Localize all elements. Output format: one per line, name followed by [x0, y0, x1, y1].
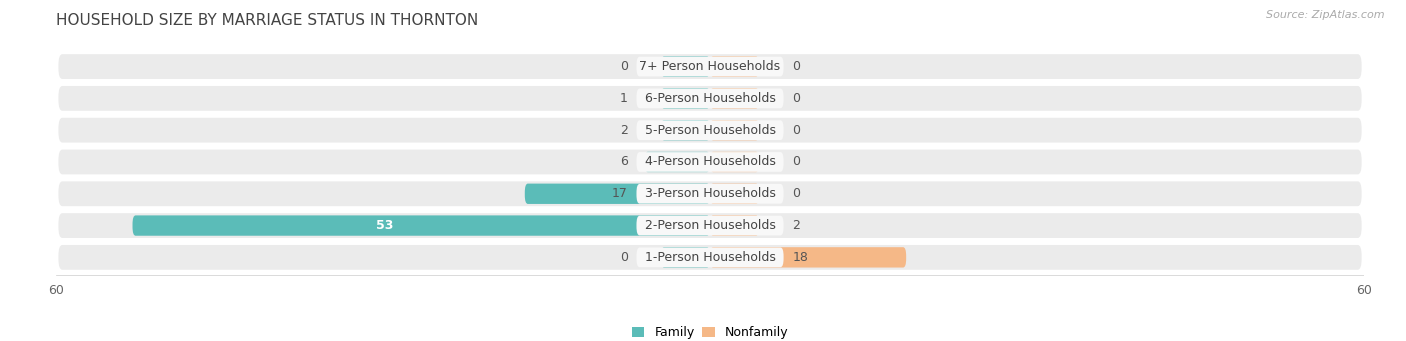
FancyBboxPatch shape: [710, 120, 759, 140]
Text: 0: 0: [793, 92, 800, 105]
Text: 6: 6: [620, 155, 627, 168]
Text: 2-Person Households: 2-Person Households: [644, 219, 776, 232]
Text: 3-Person Households: 3-Person Households: [644, 187, 776, 200]
FancyBboxPatch shape: [637, 57, 783, 76]
FancyBboxPatch shape: [637, 216, 783, 235]
Text: 1: 1: [620, 92, 627, 105]
Text: 2: 2: [620, 124, 627, 137]
Text: 17: 17: [612, 187, 627, 200]
Text: 0: 0: [793, 60, 800, 73]
Text: 0: 0: [620, 60, 627, 73]
Text: 4-Person Households: 4-Person Households: [644, 155, 776, 168]
FancyBboxPatch shape: [710, 183, 759, 204]
Text: 53: 53: [375, 219, 394, 232]
FancyBboxPatch shape: [524, 183, 710, 204]
Legend: Family, Nonfamily: Family, Nonfamily: [631, 326, 789, 339]
FancyBboxPatch shape: [637, 89, 783, 108]
FancyBboxPatch shape: [59, 118, 1361, 143]
Text: 6-Person Households: 6-Person Households: [644, 92, 776, 105]
Text: 1-Person Households: 1-Person Households: [644, 251, 776, 264]
Text: Source: ZipAtlas.com: Source: ZipAtlas.com: [1267, 10, 1385, 20]
Text: HOUSEHOLD SIZE BY MARRIAGE STATUS IN THORNTON: HOUSEHOLD SIZE BY MARRIAGE STATUS IN THO…: [56, 13, 478, 28]
FancyBboxPatch shape: [710, 88, 759, 108]
FancyBboxPatch shape: [661, 247, 710, 268]
FancyBboxPatch shape: [710, 247, 905, 268]
FancyBboxPatch shape: [59, 86, 1361, 111]
FancyBboxPatch shape: [637, 248, 783, 267]
FancyBboxPatch shape: [637, 120, 783, 140]
FancyBboxPatch shape: [59, 213, 1361, 238]
FancyBboxPatch shape: [710, 216, 759, 236]
FancyBboxPatch shape: [59, 245, 1361, 270]
Text: 2: 2: [793, 219, 800, 232]
Text: 5-Person Households: 5-Person Households: [644, 124, 776, 137]
FancyBboxPatch shape: [59, 54, 1361, 79]
FancyBboxPatch shape: [710, 56, 759, 77]
Text: 0: 0: [793, 187, 800, 200]
FancyBboxPatch shape: [59, 150, 1361, 174]
Text: 0: 0: [793, 155, 800, 168]
FancyBboxPatch shape: [637, 184, 783, 204]
Text: 18: 18: [793, 251, 808, 264]
FancyBboxPatch shape: [710, 152, 759, 172]
FancyBboxPatch shape: [661, 88, 710, 108]
FancyBboxPatch shape: [637, 152, 783, 172]
FancyBboxPatch shape: [132, 216, 710, 236]
FancyBboxPatch shape: [59, 181, 1361, 206]
Text: 0: 0: [620, 251, 627, 264]
FancyBboxPatch shape: [661, 120, 710, 140]
Text: 7+ Person Households: 7+ Person Households: [640, 60, 780, 73]
Text: 0: 0: [793, 124, 800, 137]
FancyBboxPatch shape: [644, 152, 710, 172]
FancyBboxPatch shape: [661, 56, 710, 77]
